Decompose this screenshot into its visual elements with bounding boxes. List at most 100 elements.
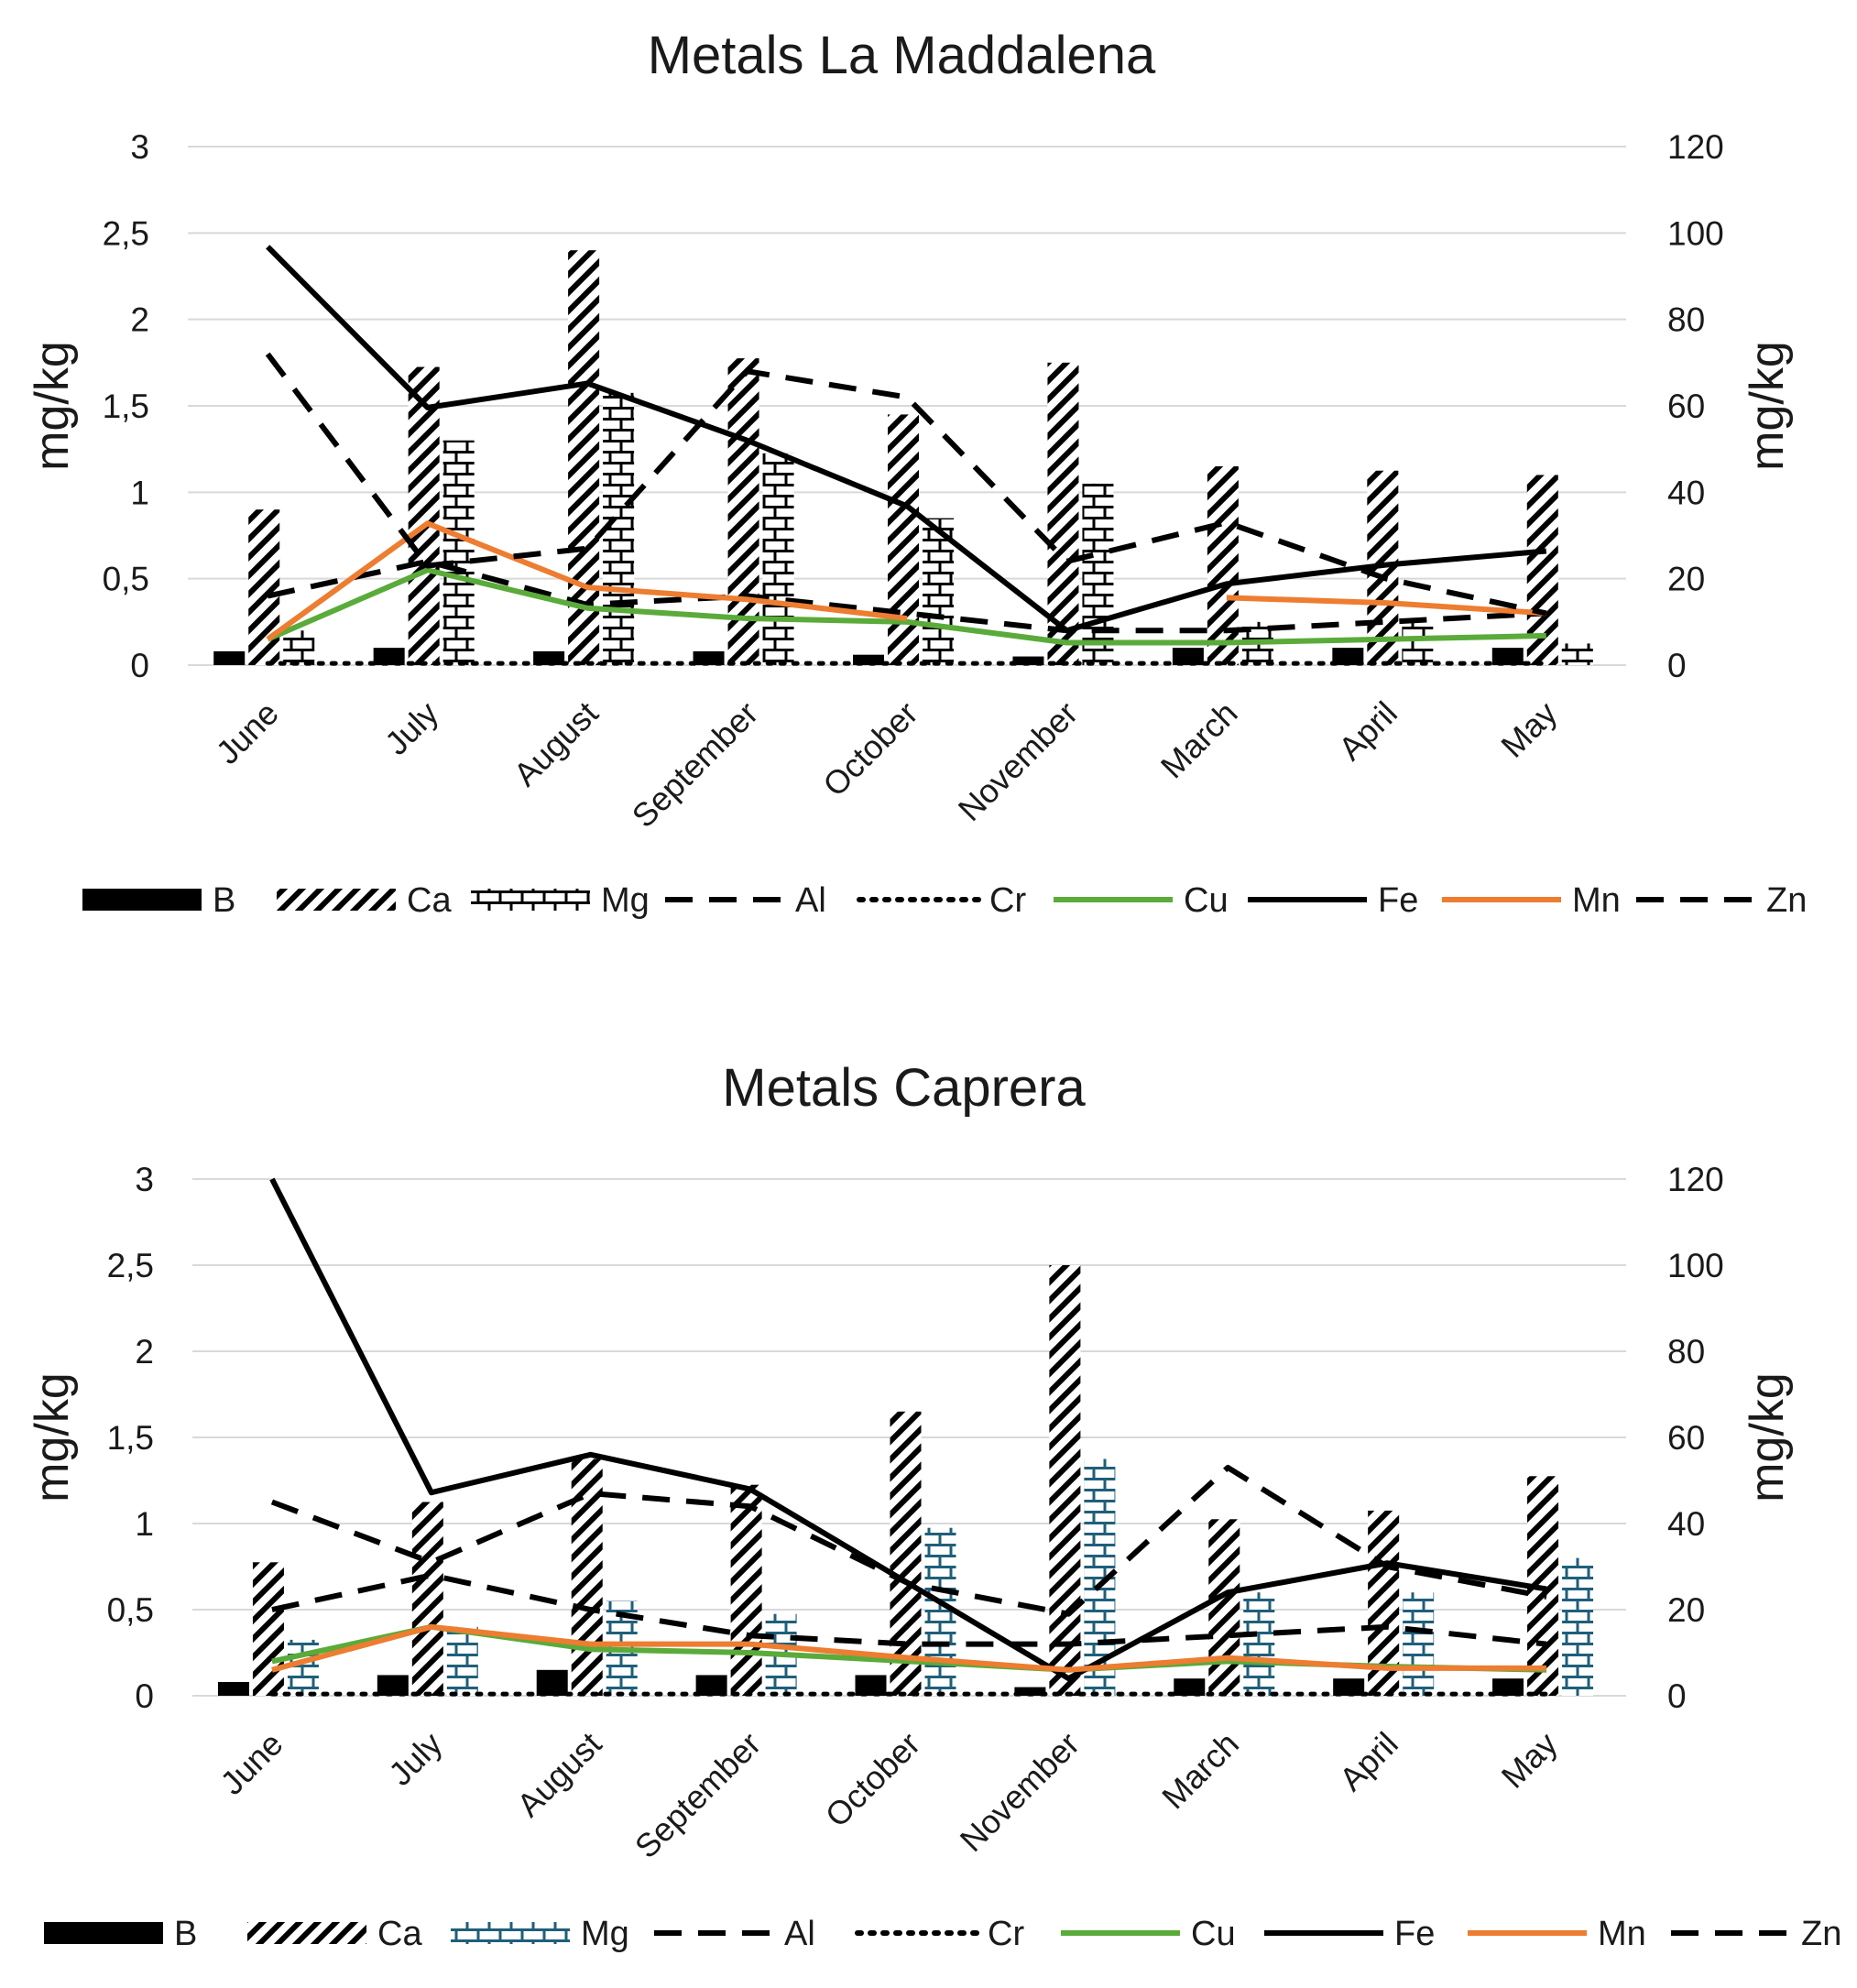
bar-b-august bbox=[536, 1669, 568, 1696]
line-fe bbox=[266, 245, 1547, 634]
bar-mg-june bbox=[287, 1639, 319, 1696]
category-label-may: May bbox=[1494, 1725, 1565, 1796]
legend-swatch-mg bbox=[471, 889, 590, 911]
bar-ca-june bbox=[248, 509, 280, 665]
y-right-axis-label: mg/kg bbox=[1741, 1372, 1794, 1502]
category-label-june: June bbox=[213, 1725, 289, 1802]
category-label-may: May bbox=[1493, 694, 1564, 765]
bar-ca-august bbox=[571, 1458, 603, 1696]
y-left-tick-label: 2,5 bbox=[103, 214, 149, 252]
bar-mg-march bbox=[1243, 1592, 1275, 1696]
bar-mg-september bbox=[762, 453, 794, 665]
legend-swatch-mg bbox=[451, 1922, 570, 1944]
y-left-tick-label: 0,5 bbox=[107, 1591, 154, 1629]
category-label-september: September bbox=[628, 1725, 769, 1866]
bar-b-june bbox=[217, 1681, 249, 1696]
bar-b-april bbox=[1333, 1678, 1365, 1696]
legend-label-cu: Cu bbox=[1184, 881, 1229, 920]
y-right-tick-label: 120 bbox=[1667, 128, 1724, 166]
y-left-tick-label: 2,5 bbox=[107, 1247, 154, 1284]
y-left-tick-label: 1 bbox=[135, 1505, 154, 1543]
category-label-march: March bbox=[1154, 1725, 1246, 1817]
category-label-august: August bbox=[507, 694, 606, 793]
bar-mg-april bbox=[1402, 621, 1434, 665]
bar-ca-august bbox=[568, 250, 600, 665]
y-left-tick-label: 1,5 bbox=[103, 388, 149, 425]
bar-mg-july bbox=[446, 1626, 478, 1696]
chart-caprera: Metals Caprera 0 0 0,5 20 1 40 1,5 60 2 80 2,5 100 3 1… bbox=[0, 994, 1857, 1988]
legend-label-ca: Ca bbox=[407, 881, 452, 920]
bar-b-june bbox=[213, 650, 246, 665]
chart-caprera-svg: Metals Caprera 0 0 0,5 20 1 40 1,5 60 2 80 2,5 100 3 1… bbox=[26, 1058, 1841, 1953]
y-right-tick-label: 0 bbox=[1667, 1677, 1687, 1715]
bar-ca-july bbox=[411, 1502, 443, 1696]
legend-label-b: B bbox=[174, 1915, 197, 1953]
bar-b-october bbox=[855, 1675, 887, 1696]
bar-ca-september bbox=[730, 1484, 762, 1696]
chart-title: Metals Caprera bbox=[722, 1058, 1086, 1118]
category-label-september: September bbox=[625, 694, 766, 836]
category-label-november: November bbox=[953, 1725, 1087, 1859]
y-left-tick-label: 0 bbox=[130, 647, 149, 684]
legend-label-fe: Fe bbox=[1378, 881, 1418, 920]
y-left-axis-label: mg/kg bbox=[26, 341, 79, 471]
category-label-november: November bbox=[951, 694, 1085, 828]
bar-b-november bbox=[1012, 656, 1044, 665]
line-al bbox=[271, 1572, 1547, 1647]
bar-ca-march bbox=[1207, 466, 1239, 665]
y-right-tick-label: 20 bbox=[1667, 1591, 1705, 1629]
legend-label-mn: Mn bbox=[1572, 881, 1621, 920]
bar-b-may bbox=[1492, 1678, 1524, 1696]
y-left-tick-label: 0 bbox=[135, 1677, 154, 1715]
y-left-tick-label: 2 bbox=[130, 301, 149, 339]
y-right-tick-label: 60 bbox=[1667, 1419, 1705, 1457]
legend-swatch-b bbox=[44, 1922, 163, 1944]
y-right-tick-label: 100 bbox=[1667, 214, 1724, 252]
chart-title: Metals La Maddalena bbox=[648, 26, 1156, 85]
category-label-july: July bbox=[381, 1725, 449, 1793]
y-left-tick-label: 1 bbox=[130, 474, 149, 511]
bar-b-july bbox=[373, 648, 405, 665]
category-label-july: July bbox=[377, 694, 445, 762]
bar-b-september bbox=[695, 1675, 727, 1696]
y-right-axis-label: mg/kg bbox=[1741, 341, 1794, 471]
bar-mg-november bbox=[1082, 483, 1114, 665]
y-right-tick-label: 40 bbox=[1667, 1505, 1705, 1543]
bar-ca-march bbox=[1208, 1519, 1240, 1696]
bar-ca-september bbox=[727, 358, 759, 665]
category-label-april: April bbox=[1332, 1725, 1405, 1798]
y-left-tick-label: 3 bbox=[130, 128, 149, 166]
bar-b-march bbox=[1174, 1678, 1206, 1696]
bar-ca-july bbox=[408, 366, 440, 665]
y-right-tick-label: 100 bbox=[1667, 1247, 1724, 1284]
y-left-tick-label: 2 bbox=[135, 1333, 154, 1371]
y-left-tick-label: 3 bbox=[135, 1161, 154, 1198]
y-right-tick-label: 40 bbox=[1667, 474, 1705, 511]
y-right-tick-label: 60 bbox=[1667, 388, 1705, 425]
category-label-october: October bbox=[815, 694, 925, 804]
legend-label-cr: Cr bbox=[988, 1915, 1024, 1953]
legend-label-zn: Zn bbox=[1766, 881, 1807, 920]
bar-ca-october bbox=[888, 414, 919, 665]
bar-b-july bbox=[377, 1675, 409, 1696]
category-label-june: June bbox=[209, 694, 286, 771]
legend-swatch-ca bbox=[247, 1922, 366, 1944]
y-left-tick-label: 0,5 bbox=[103, 561, 149, 598]
category-label-april: April bbox=[1331, 694, 1404, 768]
legend-label-mn: Mn bbox=[1598, 1915, 1646, 1953]
y-right-tick-label: 80 bbox=[1667, 1333, 1705, 1371]
legend-label-b: B bbox=[213, 881, 235, 920]
category-label-march: March bbox=[1153, 694, 1245, 786]
bar-mg-june bbox=[283, 630, 315, 665]
bar-mg-may bbox=[1562, 1557, 1594, 1696]
y-right-tick-label: 0 bbox=[1667, 647, 1687, 684]
y-left-tick-label: 1,5 bbox=[107, 1419, 154, 1457]
legend-label-fe: Fe bbox=[1394, 1915, 1435, 1953]
bar-mg-april bbox=[1403, 1592, 1435, 1696]
line-mn bbox=[266, 520, 908, 642]
y-right-tick-label: 120 bbox=[1667, 1161, 1724, 1198]
line-zn bbox=[265, 352, 1547, 617]
bar-mg-may bbox=[1561, 643, 1593, 665]
line-cu bbox=[267, 567, 1546, 646]
line-mn bbox=[1226, 595, 1546, 617]
